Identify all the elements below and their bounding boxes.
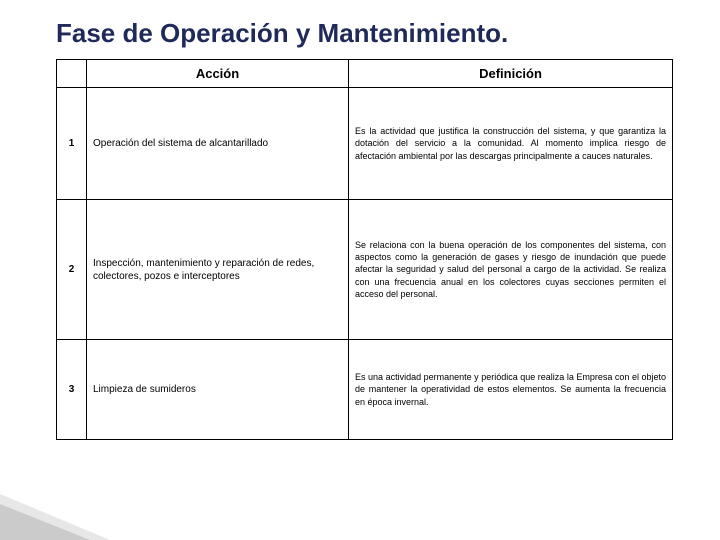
table-row: 2 Inspección, mantenimiento y reparación… [57,200,673,340]
cell-definicion: Se relaciona con la buena operación de l… [349,200,673,340]
table-header-row: Acción Definición [57,60,673,88]
cell-definicion: Es la actividad que justifica la constru… [349,88,673,200]
table-row: 3 Limpieza de sumideros Es una actividad… [57,340,673,440]
col-header-definicion: Definición [349,60,673,88]
cell-num: 3 [57,340,87,440]
page-title: Fase de Operación y Mantenimiento. [0,0,720,59]
cell-accion: Inspección, mantenimiento y reparación d… [87,200,349,340]
cell-definicion: Es una actividad permanente y periódica … [349,340,673,440]
cell-num: 2 [57,200,87,340]
cell-num: 1 [57,88,87,200]
col-header-num [57,60,87,88]
table-row: 1 Operación del sistema de alcantarillad… [57,88,673,200]
cell-accion: Limpieza de sumideros [87,340,349,440]
col-header-accion: Acción [87,60,349,88]
cell-accion: Operación del sistema de alcantarillado [87,88,349,200]
decorative-wedge-icon [0,504,90,540]
operations-table: Acción Definición 1 Operación del sistem… [56,59,673,440]
